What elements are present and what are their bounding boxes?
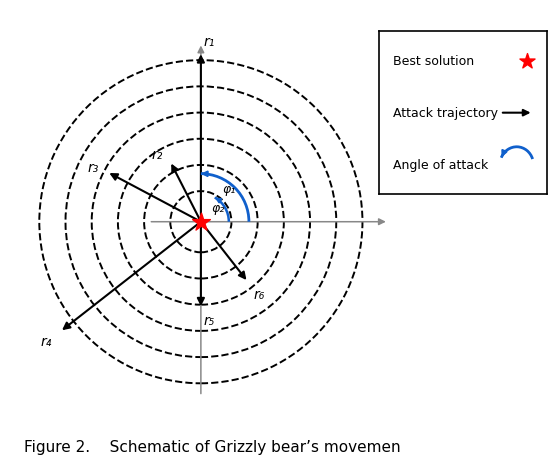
Point [522,58,531,65]
Point [196,219,205,226]
Text: r₃: r₃ [88,161,99,175]
Text: Attack trajectory: Attack trajectory [393,107,498,120]
Text: r₆: r₆ [254,287,265,301]
Text: r₂: r₂ [151,148,162,162]
Text: r₄: r₄ [40,334,51,348]
Text: φ₂: φ₂ [211,202,225,215]
Text: Best solution: Best solution [393,55,474,68]
Text: Angle of attack: Angle of attack [393,159,488,172]
Text: φ₁: φ₁ [222,182,235,195]
Text: r₅: r₅ [204,314,215,328]
Text: Figure 2.    Schematic of Grizzly bear’s movemen: Figure 2. Schematic of Grizzly bear’s mo… [24,439,400,454]
Text: r₁: r₁ [204,35,215,49]
